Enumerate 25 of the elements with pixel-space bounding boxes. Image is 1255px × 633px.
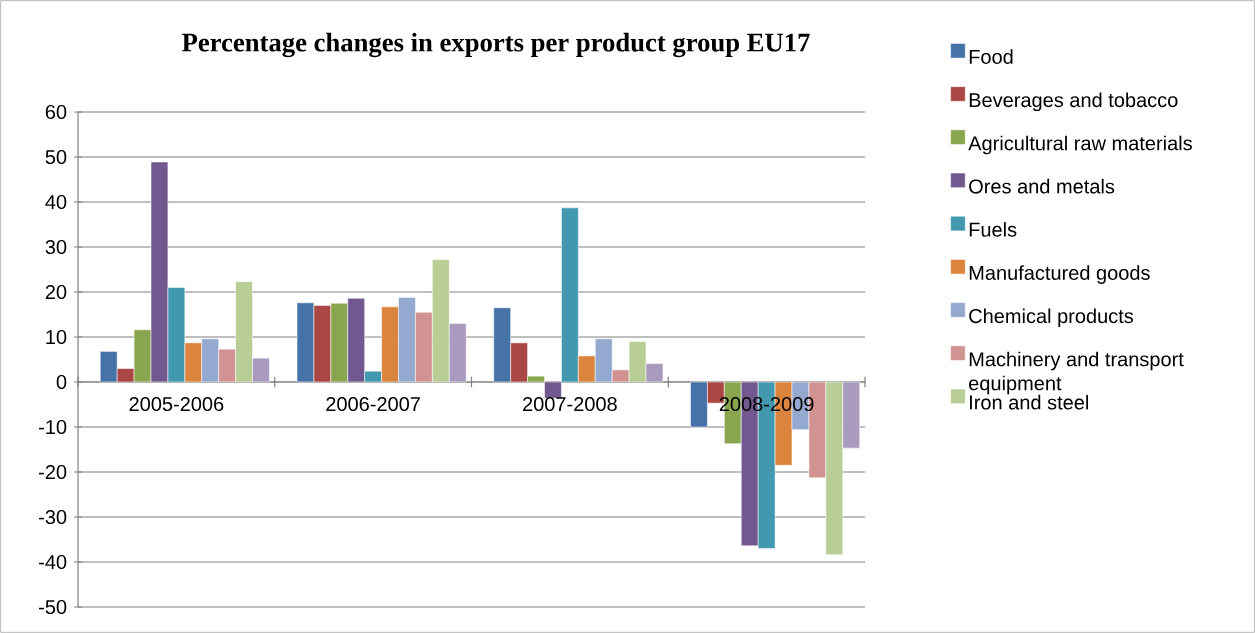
y-tick-label: 60 (45, 104, 67, 120)
y-tick-label: -50 (39, 599, 67, 615)
x-tick-label: 2005-2006 (129, 396, 224, 412)
y-tick-label: 30 (45, 239, 67, 255)
legend-label: Beverages and tobacco (969, 92, 1178, 112)
legend-label: Ores and metals (969, 178, 1115, 194)
chart-title: Percentage changes in exports per product group EU17 (182, 32, 810, 58)
legend-label: Manufactured goods (969, 265, 1150, 284)
y-tick-label: -20 (39, 464, 67, 480)
legend-label: Iron and steel (970, 394, 1089, 410)
legend-label: Agricultural raw materials (968, 135, 1192, 155)
y-tick-label: 50 (45, 149, 67, 165)
x-tick-label: 2007-2008 (523, 396, 617, 412)
y-tick-label: -10 (39, 419, 67, 435)
legend-label: Fuels (969, 222, 1017, 237)
x-tick-label: 2006-2007 (326, 396, 420, 412)
y-tick-label: -30 (39, 509, 67, 525)
y-tick-label: 20 (45, 284, 67, 300)
legend-label: Food (969, 49, 1013, 64)
legend-label: Chemical products (969, 308, 1134, 328)
y-tick-label: 40 (45, 194, 67, 210)
y-tick-label: 0 (56, 374, 67, 390)
legend-label: Machinery and transport equipment (969, 351, 1184, 395)
y-tick-label: 10 (46, 329, 67, 345)
y-tick-label: -40 (39, 554, 67, 570)
